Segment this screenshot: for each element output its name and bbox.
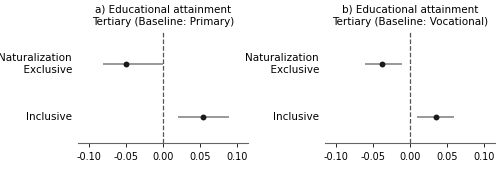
Title: b) Educational attainment
Tertiary (Baseline: Vocational): b) Educational attainment Tertiary (Base…: [332, 4, 488, 27]
Point: [122, 62, 130, 65]
Point: [378, 62, 386, 65]
Title: a) Educational attainment
Tertiary (Baseline: Primary): a) Educational attainment Tertiary (Base…: [92, 4, 234, 27]
Point: [200, 115, 207, 118]
Point: [432, 115, 440, 118]
